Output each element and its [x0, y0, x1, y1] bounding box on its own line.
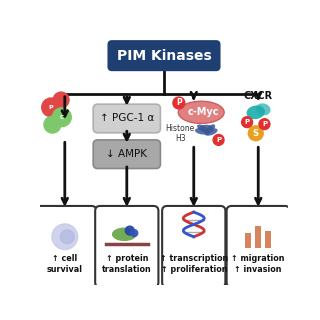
Ellipse shape: [199, 125, 213, 131]
Text: P: P: [262, 121, 267, 127]
Text: ↑ PGC-1 α: ↑ PGC-1 α: [100, 114, 154, 124]
Text: ↑ transcription
↑ proliferation: ↑ transcription ↑ proliferation: [160, 254, 228, 274]
Ellipse shape: [112, 228, 137, 241]
Ellipse shape: [246, 106, 265, 119]
Circle shape: [60, 230, 74, 244]
FancyBboxPatch shape: [33, 206, 96, 287]
Text: P: P: [176, 99, 182, 108]
Circle shape: [42, 98, 60, 117]
FancyBboxPatch shape: [162, 206, 225, 287]
Circle shape: [52, 224, 78, 250]
Circle shape: [213, 134, 224, 145]
Text: ↑ migration
↑ invasion: ↑ migration ↑ invasion: [231, 254, 285, 274]
Text: ↑ protein
translation: ↑ protein translation: [102, 254, 152, 274]
Text: S: S: [253, 129, 259, 138]
Text: C: C: [60, 115, 64, 120]
FancyBboxPatch shape: [95, 206, 158, 287]
Text: Histone
H3: Histone H3: [165, 124, 195, 143]
Ellipse shape: [204, 124, 215, 135]
Circle shape: [173, 97, 185, 109]
Text: P: P: [244, 119, 250, 125]
FancyBboxPatch shape: [93, 140, 160, 169]
Circle shape: [44, 116, 61, 133]
Bar: [255, 226, 261, 248]
Circle shape: [248, 126, 263, 141]
Circle shape: [242, 117, 252, 128]
Ellipse shape: [256, 103, 270, 116]
Bar: [245, 233, 251, 248]
Circle shape: [131, 230, 138, 236]
Text: P: P: [49, 105, 53, 110]
Ellipse shape: [204, 128, 218, 136]
Circle shape: [52, 108, 71, 127]
Text: P: P: [216, 137, 221, 143]
Text: c-Myc: c-Myc: [188, 107, 220, 117]
FancyBboxPatch shape: [227, 206, 290, 287]
Text: ↑ cell
survival: ↑ cell survival: [47, 254, 83, 274]
Text: CXCR: CXCR: [244, 91, 273, 101]
Bar: [265, 231, 271, 248]
Circle shape: [259, 119, 270, 130]
Text: ↓ AMPK: ↓ AMPK: [106, 149, 147, 159]
Text: PIM Kinases: PIM Kinases: [116, 49, 212, 63]
Circle shape: [53, 92, 69, 108]
Ellipse shape: [197, 124, 209, 133]
Ellipse shape: [195, 128, 208, 134]
Ellipse shape: [178, 101, 224, 124]
FancyBboxPatch shape: [108, 40, 220, 71]
FancyBboxPatch shape: [93, 104, 160, 133]
Circle shape: [125, 226, 134, 235]
